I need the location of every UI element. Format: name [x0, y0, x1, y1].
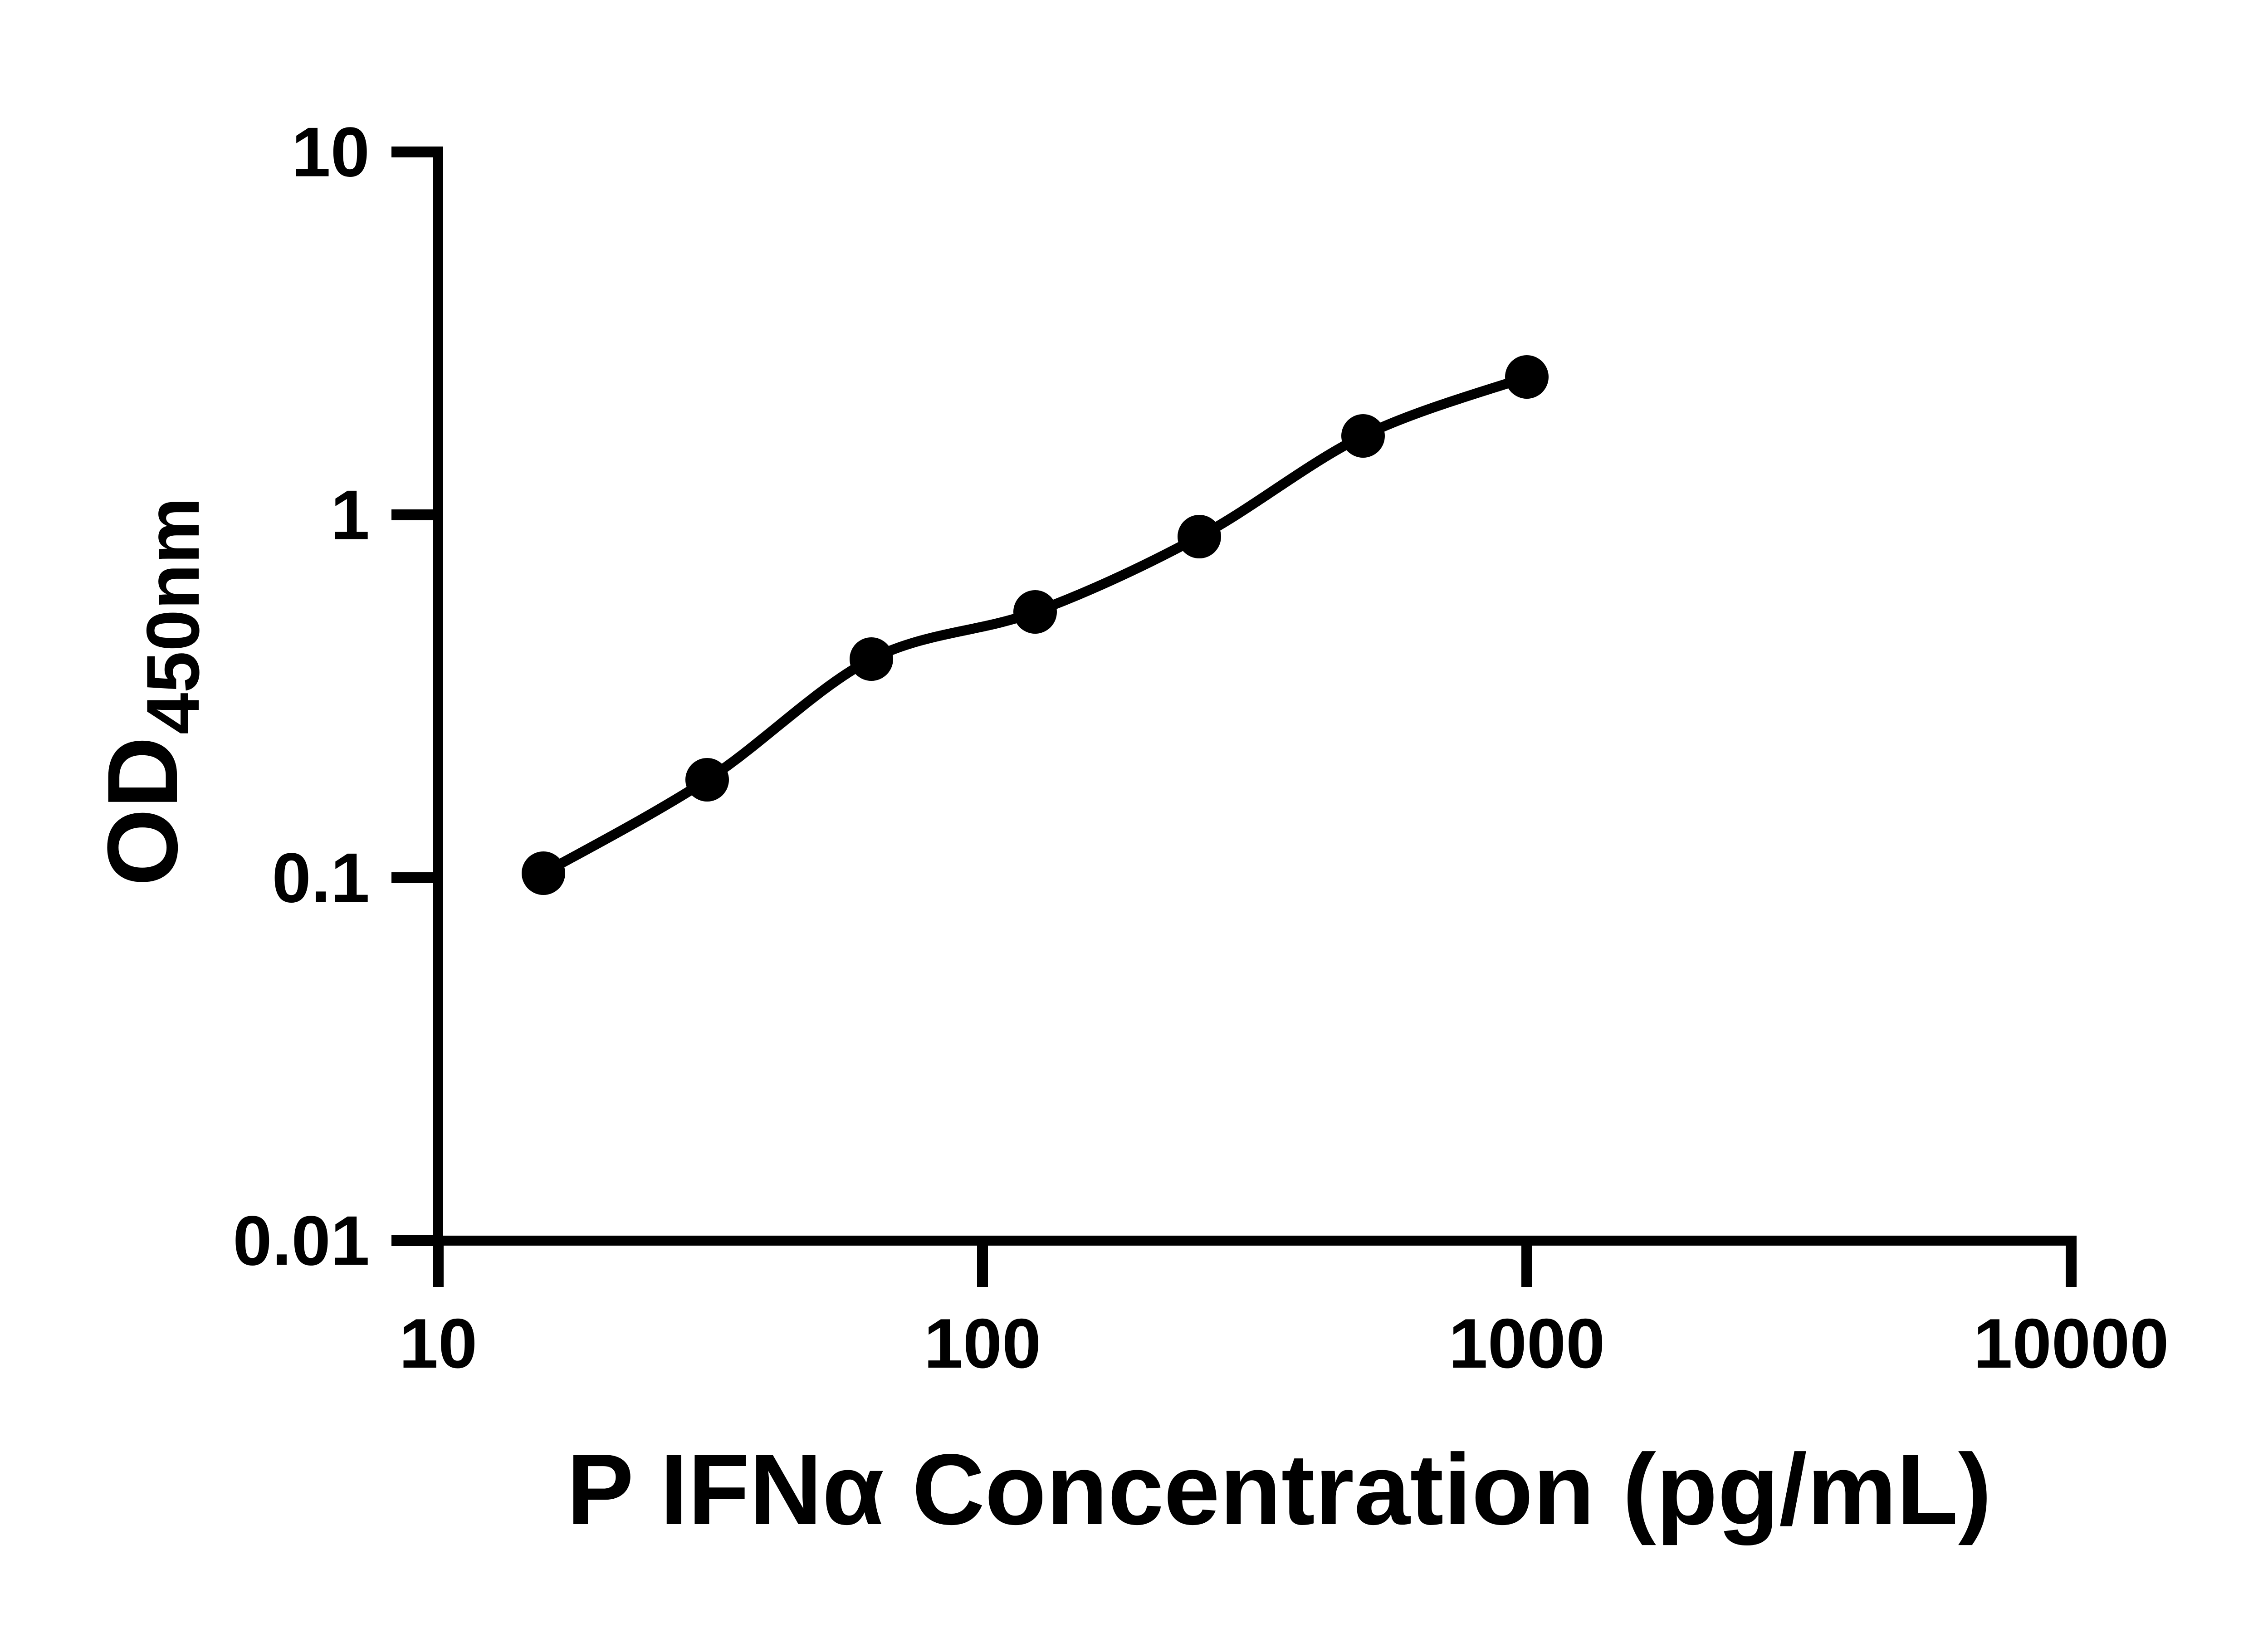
x-axis-title: P IFNα Concentration (pg/mL)	[567, 1433, 1992, 1546]
data-point	[850, 637, 893, 681]
x-tick-label: 10	[399, 1304, 477, 1383]
y-tick-label: 10	[292, 113, 370, 191]
y-tick-label: 1	[331, 476, 370, 554]
data-point	[1013, 590, 1057, 634]
od-subscript-label: 450nm	[131, 497, 215, 734]
tick-label-group: 10 1 0.1 0.01 10 100 1000 10000	[233, 113, 2169, 1383]
data-point	[685, 758, 729, 802]
x-tick-label: 100	[924, 1304, 1041, 1383]
axes-group	[391, 152, 2077, 1287]
x-tick-label: 1000	[1449, 1304, 1605, 1383]
od-label: OD	[87, 737, 198, 886]
y-tick-label: 0.1	[272, 839, 370, 917]
data-point	[1341, 414, 1385, 458]
data-point	[522, 851, 565, 895]
y-tick-label: 0.01	[233, 1202, 370, 1280]
y-axis-title: OD 450nm	[87, 497, 215, 886]
data-point	[1505, 355, 1549, 399]
x-tick-label: 10000	[1973, 1304, 2169, 1383]
data-point	[1178, 515, 1221, 558]
point-group	[522, 355, 1549, 895]
tick-group	[391, 147, 2077, 1287]
